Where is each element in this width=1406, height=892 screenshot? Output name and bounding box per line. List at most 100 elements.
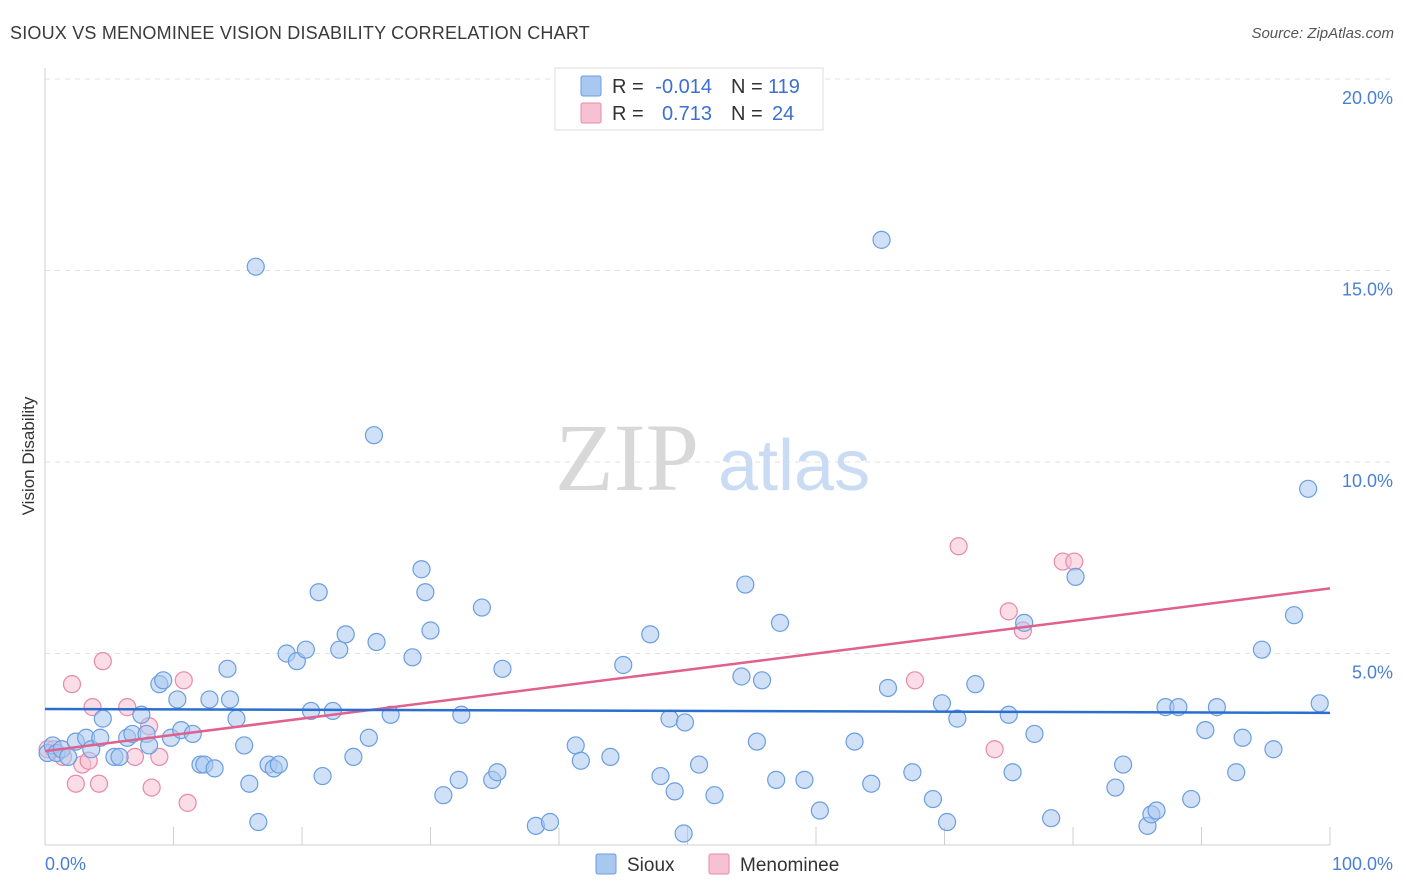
sioux-point-90 xyxy=(932,694,952,713)
legend-swatch-menominee xyxy=(580,102,602,124)
sioux-point-45 xyxy=(336,625,355,644)
chart-title: SIOUX VS MENOMINEE VISION DISABILITY COR… xyxy=(10,23,590,43)
sioux-point-77 xyxy=(736,575,755,594)
series-legend: Sioux Menominee xyxy=(595,853,839,876)
sioux-point-71 xyxy=(665,782,684,801)
source-label: Source: ZipAtlas.com xyxy=(1251,25,1394,42)
menominee-point-20 xyxy=(999,602,1018,621)
sioux-point-42 xyxy=(313,766,332,786)
sioux-point-64 xyxy=(566,736,585,755)
sioux-point-44 xyxy=(330,640,349,659)
sioux-point-72 xyxy=(674,824,693,843)
sioux-trend-line xyxy=(44,707,1331,715)
menominee-point-19 xyxy=(985,740,1004,759)
sioux-point-18 xyxy=(154,671,173,690)
sioux-point-114 xyxy=(1284,606,1304,625)
sioux-point-104 xyxy=(1147,801,1166,820)
sioux-point-55 xyxy=(434,786,453,805)
sioux-point-53 xyxy=(416,583,435,602)
sioux-point-36 xyxy=(269,755,288,774)
sioux-point-57 xyxy=(452,705,471,724)
sioux-point-29 xyxy=(227,709,246,728)
sioux-point-70 xyxy=(660,709,679,728)
sioux-point-8 xyxy=(91,728,110,747)
sioux-point-41 xyxy=(309,583,328,602)
sioux-point-48 xyxy=(364,426,384,445)
sioux-point-97 xyxy=(1025,724,1044,744)
sioux-point-94 xyxy=(999,705,1018,724)
sioux-point-39 xyxy=(296,640,315,659)
menominee-point-11 xyxy=(125,747,145,767)
sioux-point-74 xyxy=(689,755,709,774)
sioux-point-61 xyxy=(493,659,512,678)
sioux-point-26 xyxy=(205,759,224,778)
sioux-point-92 xyxy=(948,709,967,728)
y-tick-label-5: 5.0% xyxy=(1352,663,1393,683)
menominee-trend-line xyxy=(44,587,1331,753)
sioux-point-110 xyxy=(1227,763,1246,782)
sioux-point-89 xyxy=(923,789,943,809)
sioux-point-116 xyxy=(1310,694,1329,713)
sioux-point-28 xyxy=(220,690,240,709)
sioux-point-87 xyxy=(878,678,898,698)
y-tick-labels: 5.0% 10.0% 15.0% 20.0% xyxy=(1342,88,1393,683)
sioux-point-108 xyxy=(1196,720,1215,740)
sioux-point-60 xyxy=(488,763,507,782)
legend-swatch-sioux xyxy=(580,75,602,97)
y-tick-label-10: 10.0% xyxy=(1342,471,1393,491)
sioux-point-75 xyxy=(705,786,724,805)
sioux-point-11 xyxy=(110,747,129,767)
legend-r-label-menominee: R = xyxy=(612,103,644,125)
sioux-point-58 xyxy=(472,598,491,617)
menominee-point-4 xyxy=(66,774,85,793)
sioux-point-9 xyxy=(93,709,112,728)
sioux-point-66 xyxy=(601,747,620,767)
y-axis-title: Vision Disability xyxy=(19,396,38,515)
sioux-point-85 xyxy=(862,774,881,793)
series-legend-swatch-sioux xyxy=(595,853,617,875)
sioux-point-47 xyxy=(359,728,378,747)
sioux-point-4 xyxy=(59,747,78,767)
sioux-point-100 xyxy=(1106,778,1125,797)
legend-n-label-sioux: N = xyxy=(731,76,763,98)
sioux-point-20 xyxy=(168,690,187,709)
menominee-point-17 xyxy=(905,671,925,690)
sioux-point-31 xyxy=(240,774,259,793)
legend-n-label-menominee: N = xyxy=(731,103,763,125)
sioux-point-82 xyxy=(795,770,814,789)
menominee-point-10 xyxy=(118,698,137,717)
sioux-point-33 xyxy=(249,812,268,832)
sioux-point-56 xyxy=(449,770,468,789)
sioux-point-68 xyxy=(641,625,660,644)
menominee-point-8 xyxy=(89,774,109,793)
sioux-point-67 xyxy=(614,655,633,675)
sioux-point-25 xyxy=(200,690,219,709)
menominee-point-9 xyxy=(93,652,112,671)
sioux-point-101 xyxy=(1114,755,1133,774)
menominee-point-7 xyxy=(83,698,102,717)
sioux-point-86 xyxy=(872,230,891,249)
sioux-point-111 xyxy=(1233,728,1252,747)
sioux-point-84 xyxy=(845,732,864,751)
sioux-point-91 xyxy=(937,812,957,832)
legend-n-value-sioux: 119 xyxy=(768,76,800,98)
sioux-point-112 xyxy=(1252,640,1271,659)
menominee-point-23 xyxy=(1065,552,1084,571)
sioux-point-81 xyxy=(770,613,790,632)
sioux-point-49 xyxy=(367,632,386,652)
x-tick-label-max: 100.0% xyxy=(1332,854,1393,874)
sioux-point-99 xyxy=(1066,567,1085,587)
sioux-point-27 xyxy=(218,659,237,678)
sioux-points xyxy=(38,230,1329,843)
menominee-point-15 xyxy=(174,671,193,690)
correlation-legend: R = -0.014 N = 119 R = 0.713 N = 24 xyxy=(554,67,824,131)
sioux-point-69 xyxy=(651,766,670,786)
sioux-point-88 xyxy=(903,763,922,782)
sioux-point-65 xyxy=(571,751,590,770)
legend-r-value-sioux: -0.014 xyxy=(655,76,712,98)
menominee-point-16 xyxy=(178,793,197,812)
menominee-point-14 xyxy=(150,747,169,767)
x-tick-marks xyxy=(173,827,1331,845)
sioux-point-115 xyxy=(1299,479,1318,498)
